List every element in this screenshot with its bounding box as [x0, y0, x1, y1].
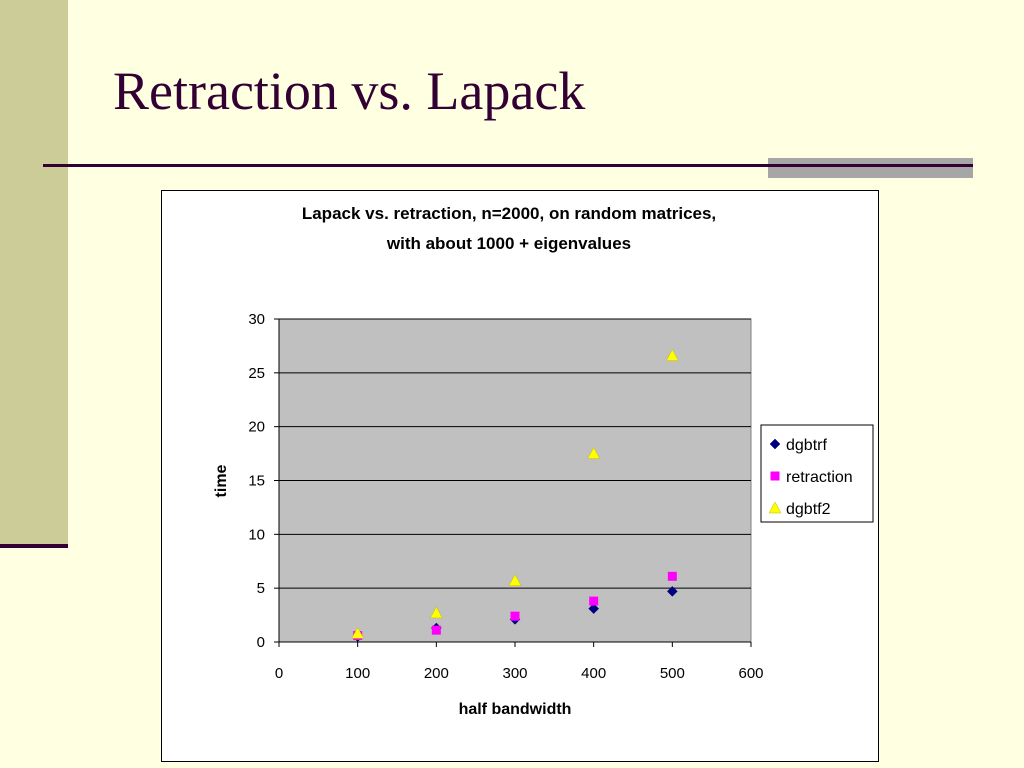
left-band-underline	[0, 544, 68, 548]
y-tick-label: 10	[248, 526, 265, 543]
legend-marker-dgbtrf	[769, 438, 781, 450]
chart-title-line-2: with about 1000 + eigenvalues	[386, 234, 631, 253]
legend-marker-retraction	[770, 471, 780, 481]
x-tick-label: 300	[502, 665, 527, 682]
dgbtf2-point	[665, 349, 679, 361]
y-axis-label: time	[213, 464, 230, 497]
chart-title-line-1: Lapack vs. retraction, n=2000, on random…	[302, 204, 716, 223]
dgbtf2-point	[351, 626, 365, 639]
retraction-point	[431, 625, 441, 635]
data-points	[351, 349, 679, 642]
y-tick-label: 20	[248, 419, 265, 436]
title-rule	[43, 164, 973, 167]
x-tick-label: 200	[424, 665, 449, 682]
x-tick-label: 400	[581, 665, 606, 682]
legend: dgbtrf retraction dgbtf2	[760, 424, 874, 523]
dgbtf2-point	[508, 574, 522, 586]
x-tick-label: 600	[738, 665, 763, 682]
legend-box	[760, 424, 874, 523]
scatter-chart: Lapack vs. retraction, n=2000, on random…	[213, 204, 874, 718]
left-decorative-band	[0, 0, 68, 545]
y-tick-label: 30	[248, 311, 265, 328]
legend-marker-dgbtf2	[768, 501, 782, 514]
retraction-point	[667, 571, 677, 581]
title-accent-line	[768, 164, 973, 167]
retraction-point	[510, 611, 520, 621]
y-tick-label: 0	[257, 634, 265, 651]
slide-title: Retraction vs. Lapack	[113, 61, 586, 121]
title-accent-bar	[768, 158, 973, 178]
legend-label-dgbtrf: dgbtrf	[786, 437, 827, 454]
legend-label-dgbtf2: dgbtf2	[786, 501, 831, 518]
x-tick-label: 100	[345, 665, 370, 682]
x-tick-label: 0	[275, 665, 283, 682]
axes	[274, 318, 752, 647]
chart-frame: Lapack vs. retraction, n=2000, on random…	[161, 190, 879, 762]
y-tick-label: 5	[257, 580, 265, 597]
legend-label-retraction: retraction	[786, 469, 853, 486]
x-tick-label: 500	[660, 665, 685, 682]
dgbtf2-point	[429, 606, 443, 619]
dgbtf2-point	[587, 447, 601, 459]
dgbtrf-point	[588, 603, 600, 614]
x-axis-label: half bandwidth	[459, 701, 572, 718]
retraction-point	[589, 596, 599, 606]
dgbtrf-point	[666, 586, 678, 597]
y-tick-label: 15	[248, 473, 265, 490]
y-tick-label: 25	[248, 365, 265, 382]
